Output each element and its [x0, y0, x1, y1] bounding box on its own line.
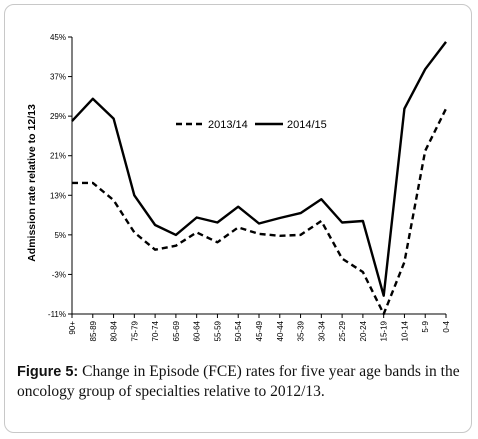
x-tick-label: 55-59	[213, 320, 222, 341]
legend-label: 2014/15	[287, 119, 327, 131]
x-tick-label: 85-89	[89, 320, 98, 341]
x-tick-label: 40-44	[276, 320, 285, 341]
chart-axes: -11% -3% 5% 13% 21% 29% 37% 45% 90+ 85-89 80-84 75-…	[48, 33, 451, 341]
figure-label: Figure 5:	[17, 364, 79, 380]
x-tick-label: 0-4	[442, 320, 451, 332]
y-tick-label: 13%	[50, 191, 66, 200]
figure-caption-text: Change in Episode (FCE) rates for five y…	[17, 363, 460, 400]
x-tick-label: 50-54	[234, 320, 243, 341]
y-tick-label: 29%	[50, 112, 66, 121]
y-tick-label: -3%	[52, 270, 66, 279]
chart-series	[71, 41, 448, 316]
x-tick-label: 20-24	[359, 320, 368, 341]
y-axis-label: Admission rate relative to 12/13	[26, 104, 38, 262]
line-chart: -11% -3% 5% 13% 21% 29% 37% 45% 90+ 85-89 80-84 75-…	[18, 22, 460, 358]
x-tick-label: 65-69	[172, 320, 181, 341]
x-tick-label: 70-74	[151, 320, 160, 341]
x-tick-label: 75-79	[130, 320, 139, 341]
series-line-2013-14	[72, 108, 448, 316]
legend-label: 2013/14	[208, 119, 248, 131]
x-tick-label: 90+	[68, 321, 77, 335]
x-tick-label: 60-64	[193, 320, 202, 341]
x-tick-label: 10-14	[400, 320, 409, 341]
y-tick-label: 37%	[50, 73, 66, 82]
y-tick-label: 45%	[50, 33, 66, 42]
y-tick-label: 5%	[54, 231, 66, 240]
x-tick-label: 35-39	[297, 320, 306, 341]
figure-frame	[4, 4, 472, 433]
x-tick-label: 15-19	[380, 320, 389, 341]
figure-caption: Figure 5: Change in Episode (FCE) rates …	[17, 362, 462, 401]
chart-legend: 2013/14 2014/15	[176, 119, 327, 131]
y-tick-label: -11%	[48, 310, 66, 319]
x-tick-label: 25-29	[338, 320, 347, 341]
y-tick-label: 21%	[50, 152, 66, 161]
x-tick-label: 45-49	[255, 320, 264, 341]
x-tick-label: 30-34	[317, 320, 326, 341]
x-tick-label: 5-9	[421, 320, 430, 332]
plot-area-frame	[18, 22, 460, 358]
series-line-2014-15	[71, 41, 447, 297]
x-tick-label: 80-84	[110, 320, 119, 341]
